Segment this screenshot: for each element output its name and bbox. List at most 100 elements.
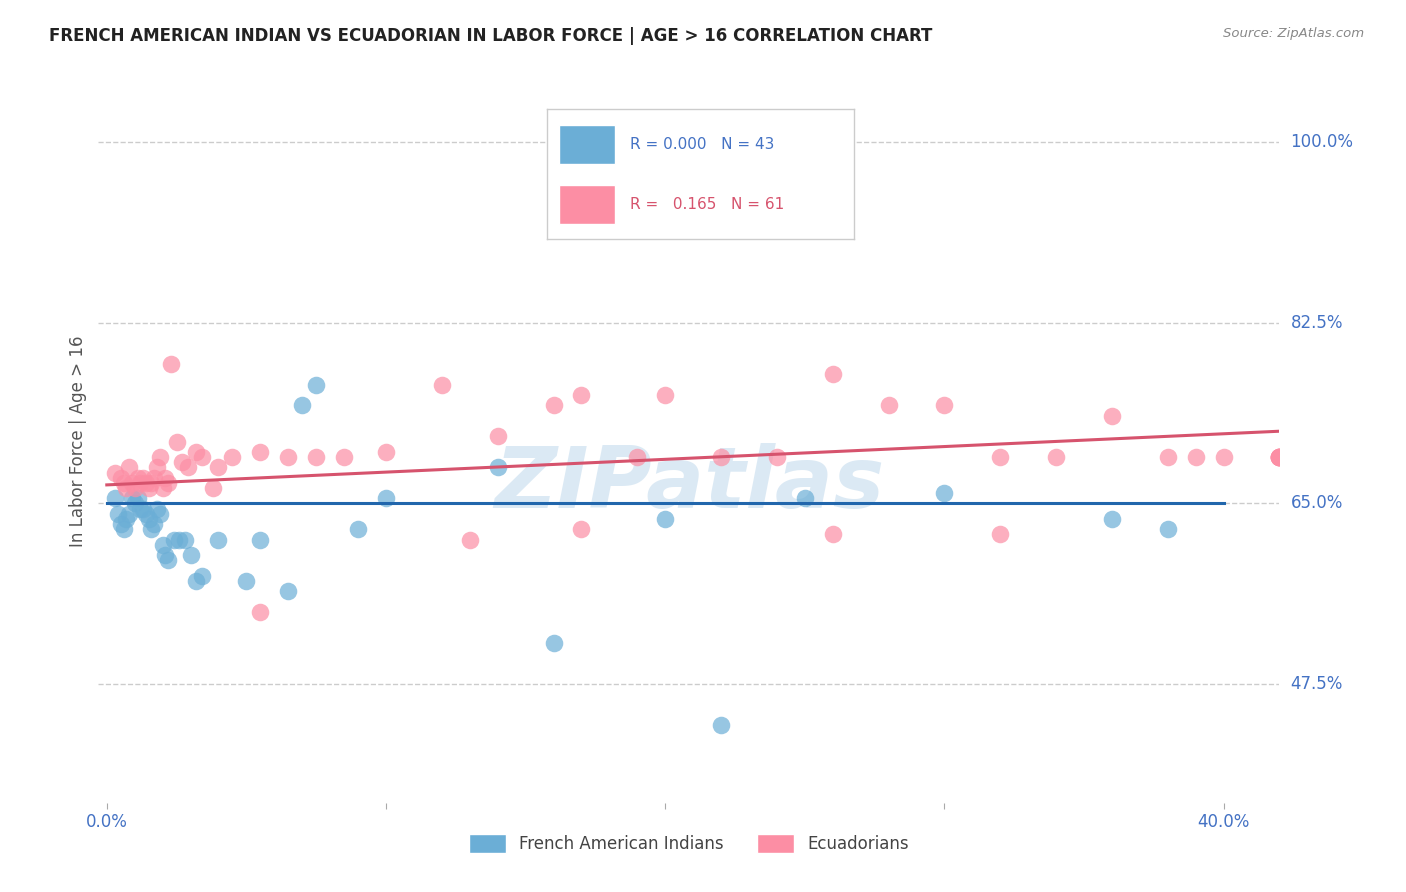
- Point: [1268, 450, 1291, 464]
- Point: [104, 466, 127, 480]
- Point: [155, 548, 177, 562]
- Point: [305, 450, 328, 464]
- Point: [129, 501, 152, 516]
- Point: [107, 507, 129, 521]
- Point: [305, 377, 328, 392]
- Point: [249, 533, 271, 547]
- Point: [112, 475, 135, 490]
- Point: [135, 507, 157, 521]
- Point: [988, 527, 1011, 541]
- Point: [430, 377, 453, 392]
- Point: [1157, 522, 1180, 536]
- Point: [207, 460, 229, 475]
- Text: 47.5%: 47.5%: [1291, 675, 1343, 693]
- Point: [169, 533, 191, 547]
- Point: [132, 501, 155, 516]
- Point: [115, 481, 138, 495]
- Point: [174, 533, 197, 547]
- Point: [277, 584, 299, 599]
- Point: [710, 718, 733, 732]
- Point: [132, 471, 155, 485]
- Point: [124, 481, 146, 495]
- Point: [375, 491, 398, 506]
- Point: [177, 460, 200, 475]
- Text: FRENCH AMERICAN INDIAN VS ECUADORIAN IN LABOR FORCE | AGE > 16 CORRELATION CHART: FRENCH AMERICAN INDIAN VS ECUADORIAN IN …: [49, 27, 932, 45]
- Point: [129, 475, 152, 490]
- Point: [141, 522, 163, 536]
- Point: [104, 491, 127, 506]
- Legend: French American Indians, Ecuadorians: French American Indians, Ecuadorians: [463, 827, 915, 860]
- Point: [127, 491, 149, 506]
- Point: [249, 445, 271, 459]
- Point: [934, 398, 956, 412]
- Point: [821, 368, 844, 382]
- Point: [654, 388, 676, 402]
- Point: [291, 398, 314, 412]
- Point: [934, 486, 956, 500]
- Point: [180, 548, 202, 562]
- Point: [571, 522, 593, 536]
- Point: [207, 533, 229, 547]
- Point: [1324, 491, 1347, 506]
- Point: [1268, 450, 1291, 464]
- Point: [135, 475, 157, 490]
- Point: [190, 450, 212, 464]
- Point: [157, 553, 180, 567]
- Point: [190, 568, 212, 582]
- Point: [146, 501, 169, 516]
- Point: [277, 450, 299, 464]
- Point: [118, 507, 141, 521]
- Point: [543, 636, 565, 650]
- Point: [143, 517, 166, 532]
- Point: [626, 450, 648, 464]
- Point: [152, 481, 174, 495]
- Point: [710, 450, 733, 464]
- Point: [201, 481, 224, 495]
- Point: [141, 475, 163, 490]
- Point: [543, 398, 565, 412]
- Point: [121, 475, 143, 490]
- Point: [112, 522, 135, 536]
- Point: [121, 491, 143, 506]
- Point: [152, 538, 174, 552]
- Point: [172, 455, 194, 469]
- Point: [149, 507, 172, 521]
- Point: [571, 388, 593, 402]
- Point: [160, 357, 183, 371]
- Text: 100.0%: 100.0%: [1291, 133, 1354, 152]
- Point: [1101, 409, 1123, 423]
- Point: [375, 445, 398, 459]
- Point: [163, 533, 186, 547]
- Point: [110, 517, 132, 532]
- Point: [877, 398, 900, 412]
- Point: [186, 574, 208, 588]
- Point: [333, 450, 356, 464]
- Point: [146, 460, 169, 475]
- Point: [157, 475, 180, 490]
- Text: 65.0%: 65.0%: [1291, 494, 1343, 513]
- Point: [235, 574, 257, 588]
- Point: [1101, 512, 1123, 526]
- Point: [1268, 450, 1291, 464]
- Point: [821, 527, 844, 541]
- Point: [110, 471, 132, 485]
- Point: [347, 522, 370, 536]
- Point: [143, 471, 166, 485]
- Point: [155, 471, 177, 485]
- Point: [138, 481, 160, 495]
- Point: [1268, 450, 1291, 464]
- Point: [1184, 450, 1206, 464]
- Text: ZIPatlas: ZIPatlas: [494, 443, 884, 526]
- Point: [118, 460, 141, 475]
- Point: [249, 605, 271, 619]
- Point: [149, 450, 172, 464]
- Text: Source: ZipAtlas.com: Source: ZipAtlas.com: [1223, 27, 1364, 40]
- Point: [127, 471, 149, 485]
- Point: [458, 533, 481, 547]
- Point: [486, 460, 509, 475]
- Point: [988, 450, 1011, 464]
- Point: [124, 496, 146, 510]
- Point: [166, 434, 188, 449]
- Y-axis label: In Labor Force | Age > 16: In Labor Force | Age > 16: [69, 335, 87, 548]
- Point: [486, 429, 509, 443]
